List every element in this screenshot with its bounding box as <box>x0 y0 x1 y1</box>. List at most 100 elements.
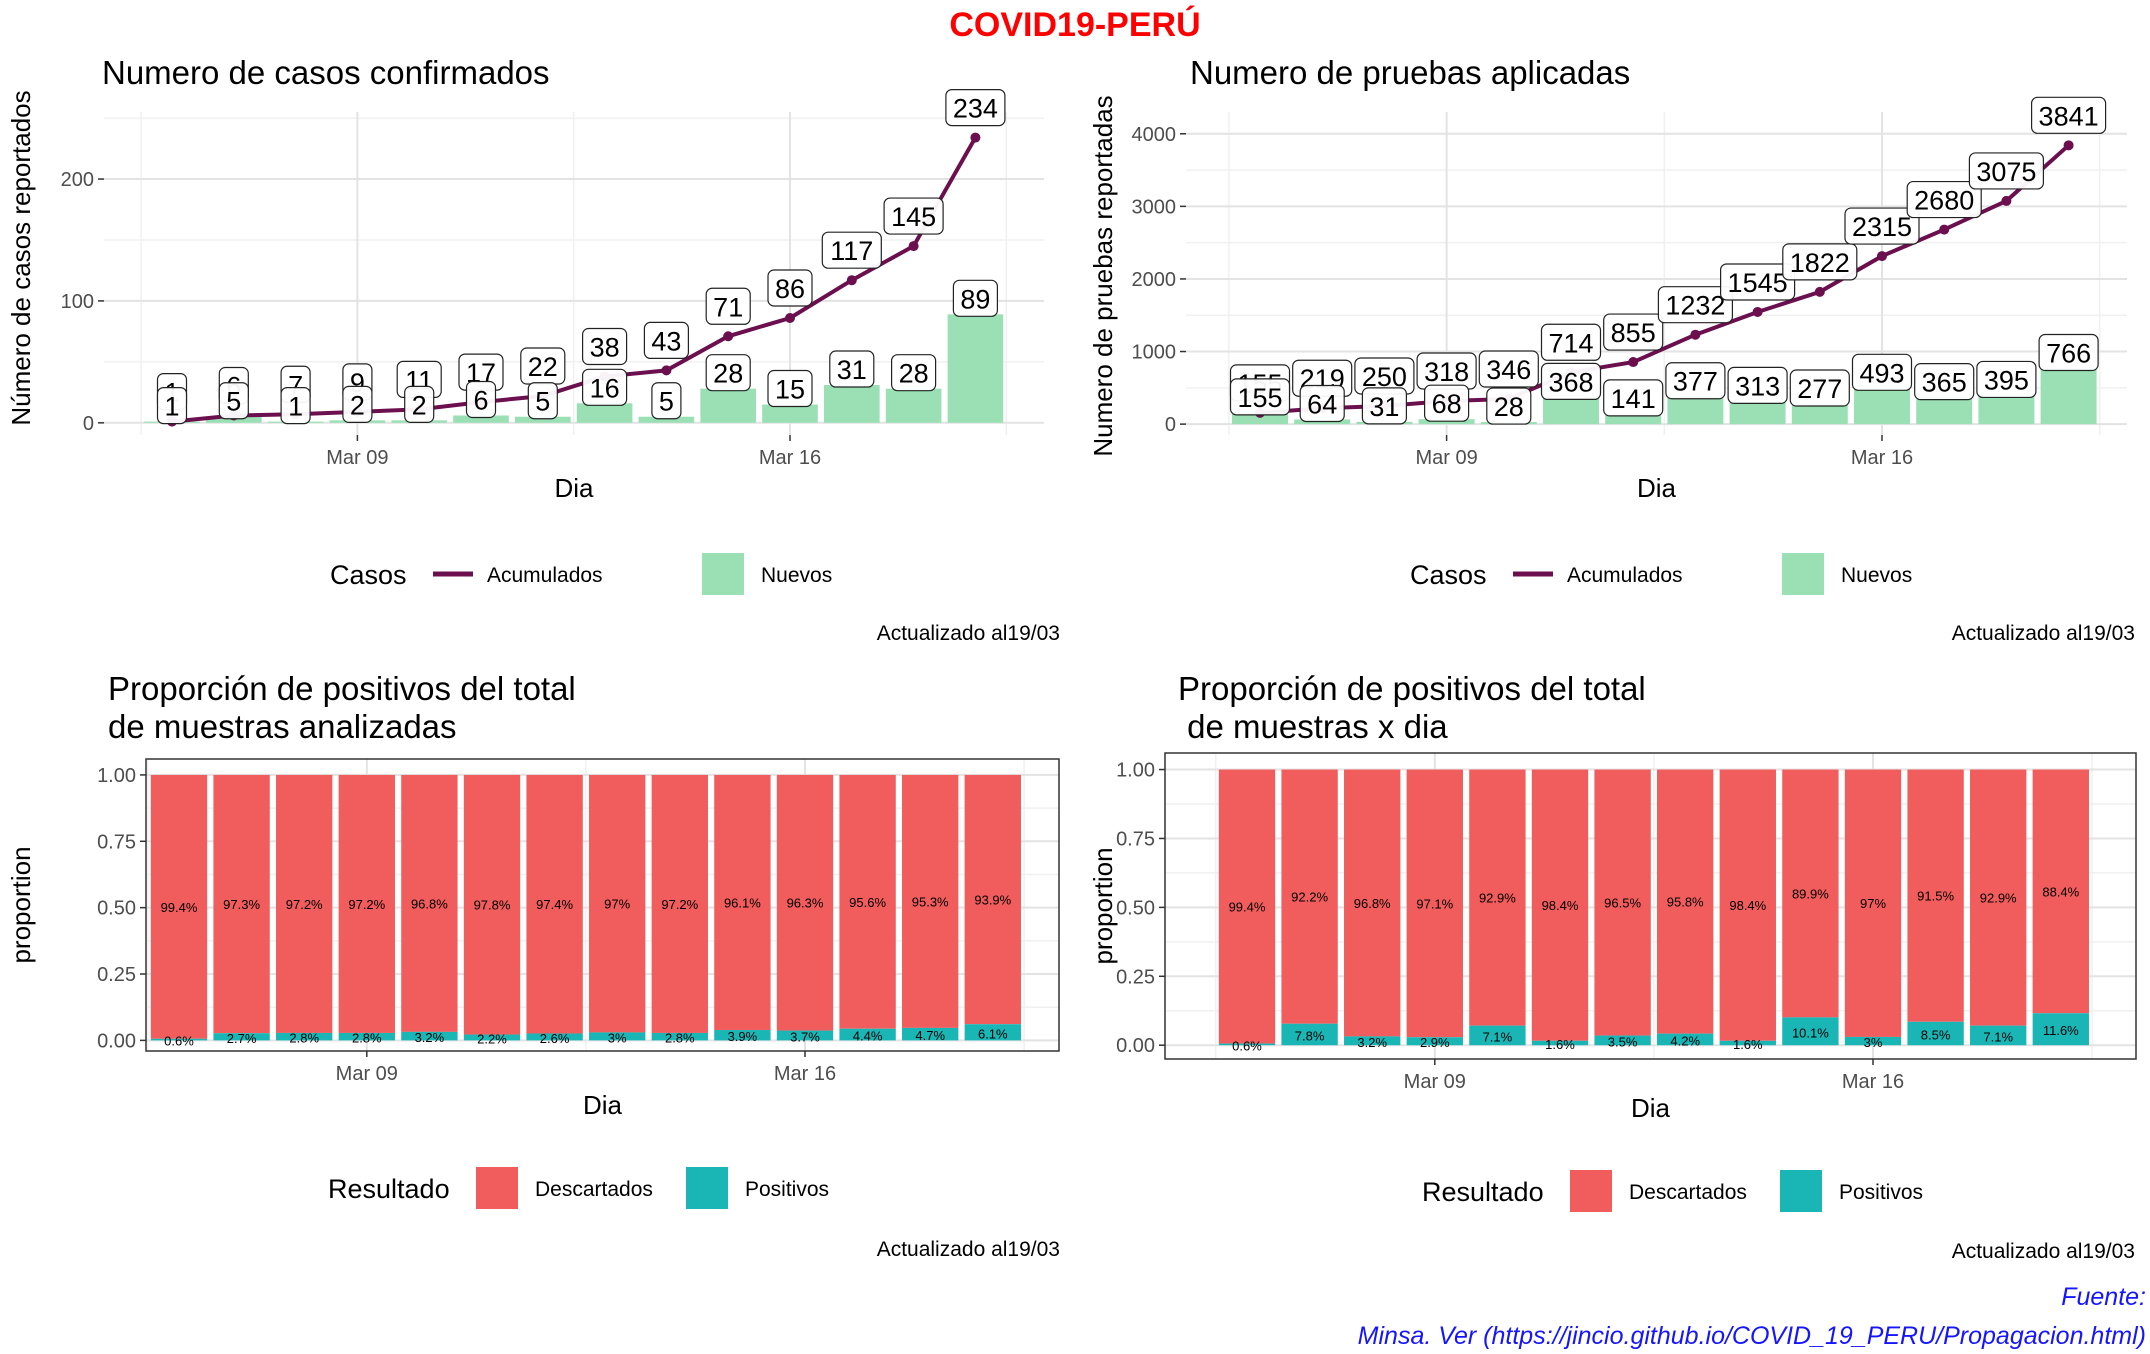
accumulated-data-label-box <box>1603 313 1664 351</box>
x-tick-label: Mar 09 <box>336 1063 398 1085</box>
x-tick-label: Mar 16 <box>1842 1071 1904 1093</box>
accumulated-data-label-box <box>821 231 882 269</box>
source-link[interactable]: Minsa. Ver (https://jincio.github.io/COV… <box>1357 1322 2146 1350</box>
y-tick-label: 0.50 <box>1116 897 1155 919</box>
new-data-label: 1 <box>288 392 303 422</box>
y-tick-label: 0.75 <box>1116 828 1155 850</box>
positive-bar <box>902 1027 959 1041</box>
discarded-bar <box>1218 769 1276 1044</box>
new-data-label: 155 <box>1237 383 1282 413</box>
accumulated-point <box>2063 140 2074 151</box>
discarded-data-label: 97.4% <box>536 897 573 912</box>
accumulated-data-label: 2680 <box>1914 186 1974 216</box>
accumulated-data-label: 22 <box>528 352 558 382</box>
y-tick-label: 0 <box>1165 414 1176 436</box>
new-data-label: 31 <box>1369 392 1399 422</box>
positive-bar <box>1218 1043 1276 1046</box>
accumulated-data-label-box <box>1719 263 1796 301</box>
positive-data-label: 2.8% <box>352 1031 382 1046</box>
new-bar <box>885 388 942 423</box>
panel-border <box>145 758 1060 1052</box>
accumulated-data-label: 86 <box>775 274 805 304</box>
accumulated-data-label: 346 <box>1486 355 1531 385</box>
new-data-label: 6 <box>473 385 488 415</box>
new-bar <box>1543 397 1599 425</box>
positive-data-label: 4.7% <box>915 1028 945 1043</box>
positive-data-label: 3% <box>1864 1035 1883 1050</box>
positive-bar <box>1782 1017 1839 1046</box>
positive-bar <box>651 1032 708 1041</box>
discarded-bar <box>651 774 708 1033</box>
positive-bar <box>213 1033 270 1041</box>
positive-data-label: 1.6% <box>1733 1037 1763 1052</box>
positive-bar <box>1844 1036 1902 1046</box>
positive-data-label: 3.5% <box>1608 1034 1638 1049</box>
new-bar <box>638 416 695 423</box>
legend-label: Nuevos <box>1841 564 1912 587</box>
discarded-data-label: 93.9% <box>974 893 1011 908</box>
new-bar <box>700 388 757 423</box>
new-data-label-box <box>1727 366 1788 404</box>
legend-label: Positivos <box>1839 1181 1923 1204</box>
discarded-data-label: 97.2% <box>661 897 698 912</box>
accumulated-data-label: 714 <box>1548 328 1593 358</box>
positive-bar <box>1531 1040 1589 1046</box>
new-data-label: 313 <box>1735 371 1780 401</box>
y-axis-label: proportion <box>6 846 36 963</box>
new-data-label: 5 <box>659 387 674 417</box>
positive-data-label: 4.2% <box>1670 1033 1700 1048</box>
new-bar <box>823 385 880 423</box>
discarded-bar <box>964 774 1021 1025</box>
positive-bar <box>1406 1037 1463 1046</box>
legend-label: Nuevos <box>761 564 832 587</box>
positive-bar <box>276 1032 333 1041</box>
new-data-label: 141 <box>1611 384 1656 414</box>
discarded-bar <box>401 774 458 1032</box>
accumulated-data-label-box <box>1844 207 1920 245</box>
new-bar <box>1232 412 1288 425</box>
y-tick-label: 0.00 <box>97 1030 136 1052</box>
positive-bar <box>1281 1023 1338 1046</box>
new-data-label: 68 <box>1432 389 1462 419</box>
discarded-bar <box>1907 769 1964 1022</box>
y-axis-label: proportion <box>1088 847 1118 964</box>
positive-bar <box>964 1024 1021 1041</box>
prop-total-chart-title: Proporción de positivos del total de mue… <box>108 670 576 745</box>
new-data-label: 365 <box>1922 368 1967 398</box>
new-data-label-box <box>218 382 249 420</box>
accumulated-data-label-box <box>1478 350 1539 388</box>
new-data-label: 377 <box>1673 367 1718 397</box>
legend-label: Acumulados <box>487 564 603 587</box>
prop-total-updated-note: Actualizado al19/03 <box>876 1238 1060 1261</box>
legend-title: Resultado <box>328 1174 450 1204</box>
new-data-label: 15 <box>775 375 805 405</box>
new-data-label-box <box>156 386 188 425</box>
discarded-bar <box>1782 769 1839 1018</box>
discarded-data-label: 89.9% <box>1792 886 1829 901</box>
positive-data-label: 2.9% <box>1420 1035 1450 1050</box>
positive-bar <box>839 1028 896 1041</box>
positive-data-label: 3% <box>608 1030 627 1045</box>
x-axis-label: Dia <box>1637 473 1677 503</box>
tests-updated-note: Actualizado al19/03 <box>1951 622 2135 645</box>
x-tick-label: Mar 16 <box>774 1063 836 1085</box>
discarded-data-label: 97.2% <box>348 897 385 912</box>
new-bar <box>514 416 571 423</box>
y-tick-label: 0.75 <box>97 831 136 853</box>
new-data-label: 2 <box>412 390 427 420</box>
discarded-data-label: 96.8% <box>411 896 448 911</box>
discarded-bar <box>1344 769 1401 1037</box>
discarded-bar <box>1594 769 1651 1036</box>
legend-label: Positivos <box>745 1178 829 1201</box>
discarded-bar <box>1281 769 1338 1024</box>
cases-updated-note: Actualizado al19/03 <box>876 622 1060 645</box>
new-data-label: 2 <box>350 390 365 420</box>
accumulated-point <box>970 132 981 143</box>
accumulated-point <box>1752 306 1763 317</box>
legend-key-bar <box>702 553 744 595</box>
positive-bar <box>1970 1025 2027 1046</box>
prop-daily-chart-title: Proporción de positivos del total de mue… <box>1178 670 1646 745</box>
x-tick-label: Mar 09 <box>1404 1071 1466 1093</box>
x-axis-label: Dia <box>583 1090 623 1120</box>
discarded-data-label: 96.5% <box>1604 896 1641 911</box>
